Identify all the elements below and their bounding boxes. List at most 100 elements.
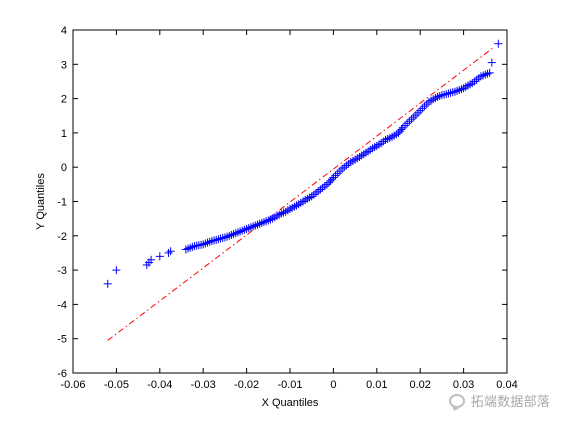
data-point bbox=[212, 235, 221, 244]
data-point bbox=[403, 119, 412, 128]
data-point bbox=[397, 125, 406, 134]
data-point bbox=[466, 80, 475, 89]
y-tick-label: -1 bbox=[57, 197, 67, 209]
y-tick-label: 1 bbox=[61, 128, 67, 140]
data-point bbox=[240, 225, 249, 234]
data-point bbox=[210, 236, 219, 245]
data-point bbox=[470, 77, 479, 86]
data-point bbox=[333, 169, 342, 178]
y-tick-label: 2 bbox=[61, 94, 67, 106]
data-point bbox=[361, 148, 370, 157]
data-point bbox=[216, 234, 225, 243]
data-point bbox=[461, 82, 470, 91]
data-point bbox=[322, 180, 331, 189]
data-point bbox=[331, 171, 340, 180]
data-point bbox=[214, 235, 223, 244]
reference-line bbox=[107, 46, 495, 341]
data-point bbox=[327, 175, 336, 184]
data-point bbox=[457, 85, 466, 94]
data-point bbox=[411, 111, 420, 120]
data-point bbox=[453, 86, 462, 95]
y-tick-label: 4 bbox=[61, 25, 67, 37]
y-tick-label: -3 bbox=[57, 265, 67, 277]
data-point bbox=[407, 115, 416, 124]
data-point bbox=[312, 188, 321, 197]
data-point bbox=[338, 164, 347, 173]
data-point bbox=[357, 151, 366, 160]
data-point bbox=[205, 237, 214, 246]
data-point bbox=[112, 266, 121, 275]
data-point bbox=[166, 247, 175, 256]
data-point bbox=[446, 88, 455, 97]
data-point bbox=[257, 218, 266, 227]
x-tick-label: -0.05 bbox=[104, 379, 129, 391]
x-tick-label: -0.02 bbox=[234, 379, 259, 391]
data-point bbox=[420, 102, 429, 111]
data-point bbox=[409, 113, 418, 122]
x-tick-label: -0.06 bbox=[60, 379, 85, 391]
data-point bbox=[197, 240, 206, 249]
y-tick-label: -5 bbox=[57, 334, 67, 346]
data-point bbox=[184, 244, 193, 253]
x-tick-label: 0.01 bbox=[366, 379, 387, 391]
watermark: 拓端数据部落 bbox=[448, 391, 550, 410]
y-tick-label: -2 bbox=[57, 231, 67, 243]
data-point bbox=[279, 208, 288, 217]
data-point bbox=[249, 222, 258, 231]
x-tick-label: -0.03 bbox=[191, 379, 216, 391]
data-point bbox=[344, 159, 353, 168]
chat-bubble-icon bbox=[448, 393, 465, 408]
data-point bbox=[348, 156, 357, 165]
data-point bbox=[236, 227, 245, 236]
data-point bbox=[203, 238, 212, 247]
data-point bbox=[481, 70, 490, 79]
data-point bbox=[155, 252, 164, 261]
data-point bbox=[275, 210, 284, 219]
y-tick-label: -6 bbox=[57, 368, 67, 380]
data-point bbox=[244, 224, 253, 233]
data-point bbox=[370, 143, 379, 152]
data-point bbox=[342, 161, 351, 170]
data-point bbox=[188, 242, 197, 251]
data-point bbox=[379, 137, 388, 146]
data-point bbox=[164, 248, 173, 257]
y-axis-label: Y Quantiles bbox=[35, 173, 47, 230]
data-point bbox=[487, 58, 496, 67]
data-point bbox=[309, 190, 318, 199]
watermark-text: 拓端数据部落 bbox=[470, 395, 550, 410]
data-point bbox=[435, 92, 444, 101]
data-point bbox=[383, 134, 392, 143]
data-point bbox=[318, 183, 327, 192]
x-tick-label: 0 bbox=[330, 379, 336, 391]
x-axis-label: X Quantiles bbox=[262, 397, 319, 409]
data-point bbox=[320, 182, 329, 191]
plot-layer: -0.06 -0.05 -0.04 -0.03 -0.02 -0.01 0 0.01 0.02 0… bbox=[57, 25, 517, 391]
data-point bbox=[366, 145, 375, 154]
data-point bbox=[387, 132, 396, 141]
data-point bbox=[472, 75, 481, 84]
data-point bbox=[103, 279, 112, 288]
data-point bbox=[442, 90, 451, 99]
data-point bbox=[448, 88, 457, 97]
data-point bbox=[283, 206, 292, 215]
data-point bbox=[266, 215, 275, 224]
data-point bbox=[288, 203, 297, 212]
data-point bbox=[305, 193, 314, 202]
data-point bbox=[405, 117, 414, 126]
data-point bbox=[440, 90, 449, 99]
data-point bbox=[395, 127, 404, 136]
data-point bbox=[262, 217, 271, 226]
x-tick-label: -0.04 bbox=[147, 379, 172, 391]
data-point bbox=[444, 89, 453, 98]
data-point bbox=[296, 198, 305, 207]
data-point bbox=[418, 104, 427, 113]
data-point bbox=[270, 213, 279, 222]
data-point bbox=[292, 201, 301, 210]
data-point bbox=[353, 154, 362, 163]
y-tick-label: -4 bbox=[57, 299, 67, 311]
data-point bbox=[253, 220, 262, 229]
x-tick-label: 0.03 bbox=[453, 379, 474, 391]
data-point bbox=[340, 163, 349, 172]
data-point bbox=[416, 106, 425, 115]
